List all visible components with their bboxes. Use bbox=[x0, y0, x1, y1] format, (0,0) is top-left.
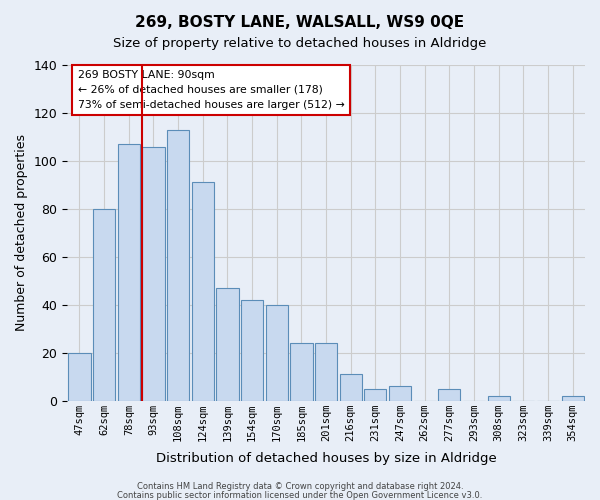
Bar bbox=[217, 288, 239, 401]
Text: Size of property relative to detached houses in Aldridge: Size of property relative to detached ho… bbox=[113, 38, 487, 51]
Bar bbox=[266, 304, 288, 400]
Bar bbox=[340, 374, 362, 400]
X-axis label: Distribution of detached houses by size in Aldridge: Distribution of detached houses by size … bbox=[156, 452, 496, 465]
Bar bbox=[142, 146, 164, 400]
Bar bbox=[562, 396, 584, 400]
Bar bbox=[290, 343, 313, 400]
Bar bbox=[315, 343, 337, 400]
Bar bbox=[364, 388, 386, 400]
Bar bbox=[118, 144, 140, 401]
Y-axis label: Number of detached properties: Number of detached properties bbox=[15, 134, 28, 332]
Bar bbox=[68, 352, 91, 401]
Bar bbox=[438, 388, 460, 400]
Text: 269 BOSTY LANE: 90sqm
← 26% of detached houses are smaller (178)
73% of semi-det: 269 BOSTY LANE: 90sqm ← 26% of detached … bbox=[77, 70, 344, 110]
Text: Contains public sector information licensed under the Open Government Licence v3: Contains public sector information licen… bbox=[118, 490, 482, 500]
Bar bbox=[191, 182, 214, 400]
Text: Contains HM Land Registry data © Crown copyright and database right 2024.: Contains HM Land Registry data © Crown c… bbox=[137, 482, 463, 491]
Bar bbox=[389, 386, 411, 400]
Bar bbox=[241, 300, 263, 400]
Bar bbox=[488, 396, 510, 400]
Bar bbox=[93, 209, 115, 400]
Bar bbox=[167, 130, 189, 400]
Text: 269, BOSTY LANE, WALSALL, WS9 0QE: 269, BOSTY LANE, WALSALL, WS9 0QE bbox=[136, 15, 464, 30]
